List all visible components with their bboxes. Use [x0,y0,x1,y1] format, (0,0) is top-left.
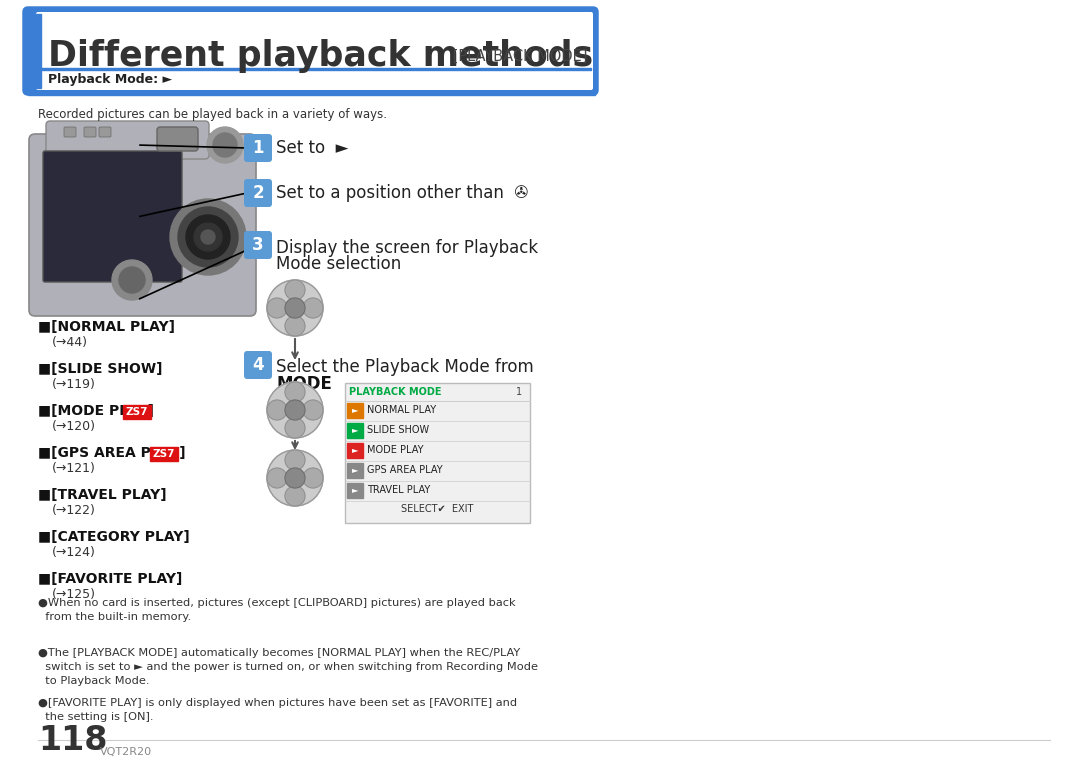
FancyBboxPatch shape [29,134,256,316]
Text: SLIDE SHOW: SLIDE SHOW [367,425,429,435]
Text: ■[FAVORITE PLAY]: ■[FAVORITE PLAY] [38,572,183,586]
Text: ZS7: ZS7 [125,407,148,417]
Text: PLAYBACK MODE: PLAYBACK MODE [349,387,442,397]
Text: MODE: MODE [276,375,332,393]
FancyBboxPatch shape [244,351,272,379]
Text: 118: 118 [38,724,108,757]
Text: ■[GPS AREA PLAY]: ■[GPS AREA PLAY] [38,446,186,460]
Text: 1: 1 [253,139,264,157]
Text: (→119): (→119) [52,378,96,391]
FancyBboxPatch shape [64,127,76,137]
Text: VQT2R20: VQT2R20 [100,747,152,757]
Text: ►: ► [352,486,359,494]
Text: SELECT✔  EXIT: SELECT✔ EXIT [401,504,473,514]
Text: ■[NORMAL PLAY]: ■[NORMAL PLAY] [38,320,175,334]
Circle shape [285,298,305,318]
Text: Recorded pictures can be played back in a variety of ways.: Recorded pictures can be played back in … [38,108,387,121]
Circle shape [170,199,246,275]
Text: [PLAYBACK MODE]: [PLAYBACK MODE] [448,48,588,63]
Text: GPS AREA PLAY: GPS AREA PLAY [367,465,443,475]
Circle shape [267,450,323,506]
Text: ●[FAVORITE PLAY] is only displayed when pictures have been set as [FAVORITE] and: ●[FAVORITE PLAY] is only displayed when … [38,698,517,722]
Text: Display the screen for Playback: Display the screen for Playback [276,239,538,257]
Bar [28,92,595,95]
Text: Different playback methods: Different playback methods [48,39,593,73]
Text: ■[MODE PLAY]: ■[MODE PLAY] [38,404,154,418]
Text: ZS7: ZS7 [152,449,175,459]
Circle shape [303,298,323,318]
Text: ■[CATEGORY PLAY]: ■[CATEGORY PLAY] [38,530,190,544]
Circle shape [267,468,287,488]
Circle shape [285,316,305,336]
FancyBboxPatch shape [244,231,272,259]
Circle shape [267,382,323,438]
FancyBboxPatch shape [244,134,272,162]
Text: ►: ► [352,445,359,454]
Text: TRAVEL PLAY: TRAVEL PLAY [367,485,430,495]
Text: (→122): (→122) [52,504,96,517]
Bar [347,483,363,498]
FancyBboxPatch shape [43,151,183,282]
Bar [123,405,150,419]
Text: ►: ► [352,405,359,415]
Circle shape [285,468,305,488]
FancyBboxPatch shape [24,8,597,94]
Circle shape [207,127,243,163]
Text: ►: ► [352,465,359,474]
Circle shape [267,298,287,318]
Circle shape [285,400,305,420]
Text: NORMAL PLAY: NORMAL PLAY [367,405,436,415]
Bar [345,383,530,523]
Circle shape [285,280,305,300]
Text: Mode selection: Mode selection [276,255,402,273]
Text: (→124): (→124) [52,546,96,559]
Text: 4: 4 [253,356,264,374]
Text: Set to a position other than  ✇: Set to a position other than ✇ [276,184,528,202]
Bar [30,14,41,88]
Circle shape [194,223,222,251]
Text: ■[SLIDE SHOW]: ■[SLIDE SHOW] [38,362,162,376]
Text: (→125): (→125) [52,588,96,601]
Text: (→120): (→120) [52,420,96,433]
Circle shape [285,382,305,402]
Circle shape [119,267,145,293]
Text: Select the Playback Mode from: Select the Playback Mode from [276,358,534,376]
Text: (→121): (→121) [52,462,96,475]
FancyBboxPatch shape [46,121,210,159]
Circle shape [213,133,237,157]
Text: (→44): (→44) [52,336,87,349]
Text: Playback Mode: ►: Playback Mode: ► [48,73,172,86]
FancyBboxPatch shape [99,127,111,137]
FancyBboxPatch shape [157,127,198,151]
Circle shape [112,260,152,300]
Text: ●When no card is inserted, pictures (except [CLIPBOARD] pictures) are played bac: ●When no card is inserted, pictures (exc… [38,598,515,622]
Text: ►: ► [352,425,359,435]
Circle shape [303,400,323,420]
FancyBboxPatch shape [36,12,593,90]
Circle shape [201,230,215,244]
FancyBboxPatch shape [244,179,272,207]
Circle shape [267,280,323,336]
Text: Set to  ►: Set to ► [276,139,349,157]
Text: 3: 3 [253,236,264,254]
Text: 2: 2 [253,184,264,202]
Circle shape [267,400,287,420]
Circle shape [178,207,238,267]
Bar [150,447,178,461]
Circle shape [303,468,323,488]
Text: ■[TRAVEL PLAY]: ■[TRAVEL PLAY] [38,488,166,502]
Circle shape [285,418,305,438]
Circle shape [186,215,230,259]
Bar [347,423,363,438]
Circle shape [285,486,305,506]
Text: MODE PLAY: MODE PLAY [367,445,423,455]
Circle shape [285,450,305,470]
Bar [347,443,363,458]
Bar [347,403,363,418]
Bar [38,68,591,70]
Text: ●The [PLAYBACK MODE] automatically becomes [NORMAL PLAY] when the REC/PLAY
  swi: ●The [PLAYBACK MODE] automatically becom… [38,648,538,686]
Bar [347,463,363,478]
Text: 1: 1 [516,387,522,397]
FancyBboxPatch shape [84,127,96,137]
